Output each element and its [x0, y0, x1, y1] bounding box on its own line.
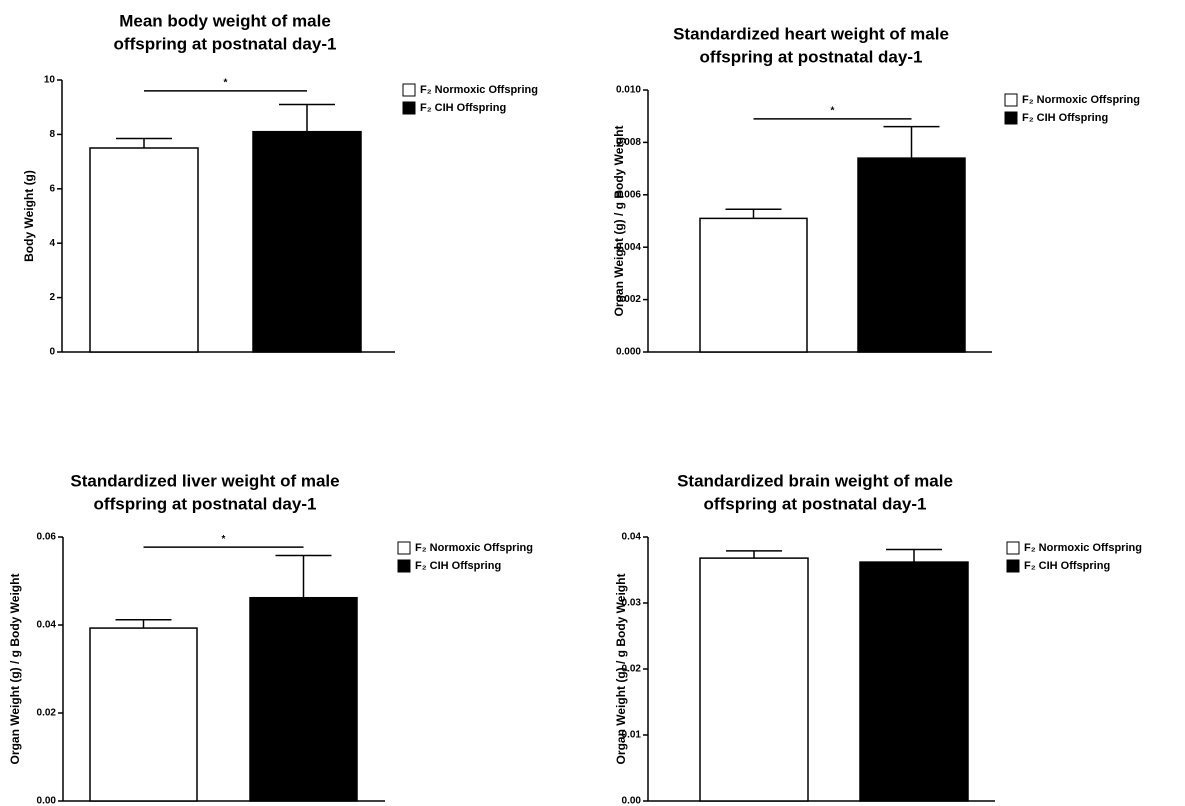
y-tick-label: 10 — [44, 75, 56, 86]
chart-title: Standardized liver weight of male — [70, 471, 339, 490]
chart: Standardized heart weight of male offspri… — [612, 24, 1140, 357]
chart-title: offspring at postnatal day-1 — [114, 34, 337, 53]
chart-title: offspring at postnatal day-1 — [704, 494, 927, 513]
bar — [857, 157, 966, 353]
y-tick-label: 0 — [49, 347, 55, 358]
y-axis-label: Organ Weight (g) / g Body Weight — [614, 574, 628, 765]
y-tick-label: 0.006 — [616, 189, 641, 200]
y-tick-label: 0.04 — [622, 532, 642, 543]
legend-swatch — [1006, 541, 1020, 555]
y-axis-label: Body Weight (g) — [22, 170, 36, 262]
legend-label: F₂ CIH Offspring — [1022, 112, 1108, 124]
bar — [859, 561, 969, 802]
chart-title: offspring at postnatal day-1 — [700, 47, 923, 66]
y-tick-label: 0.010 — [616, 85, 641, 96]
y-tick-label: 0.00 — [37, 796, 57, 806]
bar — [699, 557, 809, 802]
y-tick-label: 4 — [49, 238, 55, 249]
y-tick-label: 0.002 — [616, 294, 641, 305]
chart-title: Standardized brain weight of male — [677, 471, 953, 490]
y-tick-label: 0.02 — [622, 664, 642, 675]
legend-label: F₂ Normoxic Offspring — [1024, 542, 1142, 554]
chart: Mean body weight of male offspring at pos… — [22, 11, 538, 357]
y-tick-label: 2 — [49, 292, 55, 303]
legend-label: F₂ CIH Offspring — [420, 102, 506, 114]
y-tick-label: 0.01 — [622, 730, 642, 741]
legend-label: F₂ CIH Offspring — [1024, 560, 1110, 572]
y-tick-label: 0.008 — [616, 137, 641, 148]
legend-swatch — [1004, 93, 1018, 107]
legend-swatch — [402, 83, 416, 97]
y-tick-label: 6 — [49, 183, 55, 194]
legend-swatch — [1006, 559, 1020, 573]
y-tick-label: 0.03 — [622, 598, 642, 609]
chart-title: Standardized heart weight of male — [673, 24, 949, 43]
bar — [252, 130, 362, 353]
legend-swatch — [1004, 111, 1018, 125]
chart-title: offspring at postnatal day-1 — [94, 494, 317, 513]
significance-star: * — [224, 78, 228, 89]
y-tick-label: 0.000 — [616, 347, 641, 358]
bar — [249, 596, 358, 802]
significance-star: * — [222, 534, 226, 545]
legend-swatch — [402, 101, 416, 115]
legend-label: F₂ Normoxic Offspring — [420, 84, 538, 96]
bar — [89, 627, 198, 802]
legend-label: F₂ CIH Offspring — [415, 560, 501, 572]
y-tick-label: 0.004 — [616, 242, 641, 253]
legend-swatch — [397, 559, 411, 573]
y-tick-label: 0.06 — [37, 532, 57, 543]
y-axis-label: Organ Weight (g) / g Body Weight — [8, 574, 22, 765]
bar — [89, 147, 199, 353]
chart: Standardized brain weight of male offspri… — [614, 471, 1142, 806]
chart: Standardized liver weight of male offspri… — [8, 471, 533, 806]
y-tick-label: 0.02 — [37, 708, 57, 719]
significance-star: * — [831, 105, 835, 116]
y-axis-label: Organ Weight (g) / g Body Weight — [612, 126, 626, 317]
y-tick-label: 8 — [49, 129, 55, 140]
y-tick-label: 0.00 — [622, 796, 642, 806]
legend-label: F₂ Normoxic Offspring — [415, 542, 533, 554]
y-tick-label: 0.04 — [37, 620, 57, 631]
legend-swatch — [397, 541, 411, 555]
chart-title: Mean body weight of male — [119, 11, 331, 30]
bar — [699, 217, 808, 353]
legend-label: F₂ Normoxic Offspring — [1022, 94, 1140, 106]
